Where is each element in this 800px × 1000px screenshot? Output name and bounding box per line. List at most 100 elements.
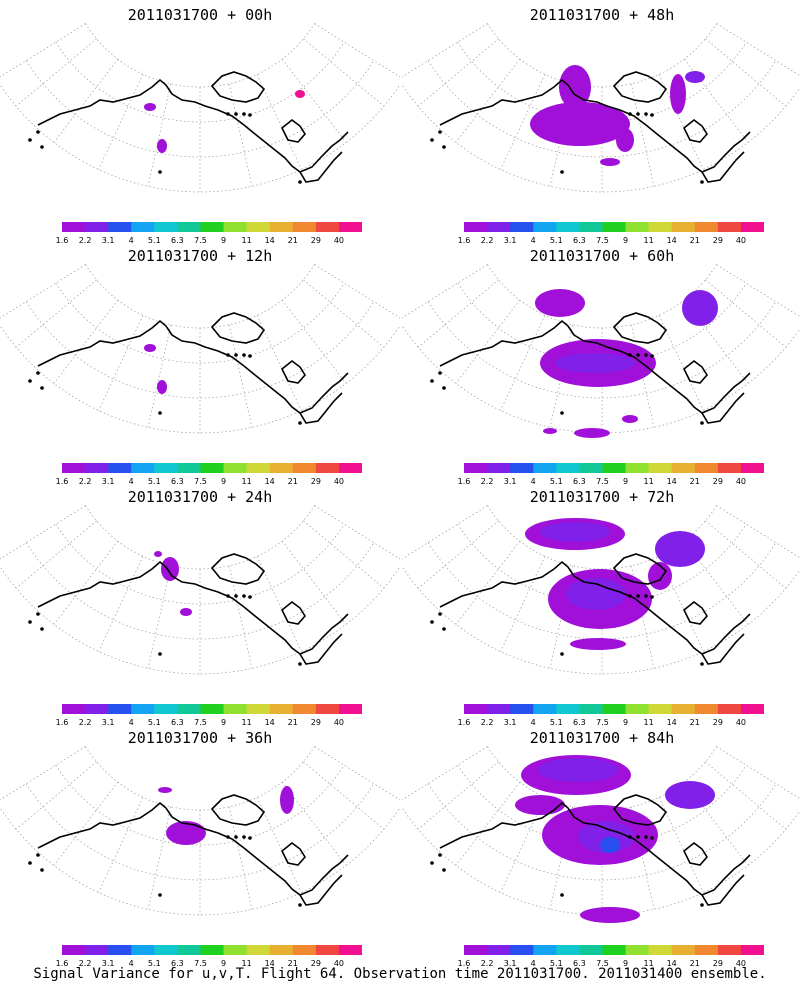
colorbar-swatch — [131, 704, 155, 714]
meridian-line — [705, 520, 787, 589]
colorbar-tick-label: 1.6 — [55, 959, 69, 968]
colorbar — [62, 463, 362, 473]
polar-map — [0, 505, 400, 675]
island — [560, 170, 564, 174]
meridian-line — [417, 38, 499, 107]
variance-contour — [574, 428, 610, 438]
colorbar-tick-label: 11 — [241, 477, 252, 486]
meridian-line — [98, 315, 144, 411]
colorbar-tick-label: 3.1 — [503, 959, 517, 968]
coastline — [299, 151, 343, 183]
island — [298, 662, 302, 666]
coastline — [210, 553, 266, 585]
colorbar-tick-label: 11 — [241, 718, 252, 727]
colorbar-swatch — [464, 463, 488, 473]
meridian-line — [53, 299, 119, 384]
colorbar-tick-label: 14 — [264, 718, 275, 727]
meridian-line — [705, 279, 787, 348]
island — [234, 835, 238, 839]
meridian-line — [15, 279, 97, 348]
forecast-panel: 2011031700 + 12h 1.6 2.2 3.1 4 5.1 6.3 7.5 9 11 14… — [0, 241, 400, 486]
colorbar-swatch — [177, 222, 201, 232]
island — [36, 130, 40, 134]
island — [430, 138, 434, 142]
meridian-line — [303, 38, 385, 107]
meridian-line — [256, 797, 302, 893]
colorbar-tick-label: 2.2 — [480, 236, 494, 245]
variance-contour — [670, 74, 686, 114]
meridian-line — [417, 279, 499, 348]
variance-contour — [180, 608, 192, 616]
map-edge — [402, 746, 488, 801]
variance-contour — [566, 578, 626, 610]
island — [226, 835, 230, 839]
colorbar-tick-label: 6.3 — [573, 718, 586, 727]
colorbar-tick-label: 29 — [310, 477, 321, 486]
coastline — [299, 874, 343, 906]
island — [248, 595, 252, 599]
variance-contour — [154, 551, 162, 557]
map-edge — [314, 746, 400, 801]
colorbar-tick-label: 9 — [220, 718, 227, 727]
colorbar-tick-label: 9 — [220, 959, 227, 968]
coastline — [612, 312, 668, 344]
colorbar-swatch — [292, 704, 317, 714]
map-edge — [402, 264, 488, 319]
colorbar-tick-label: 1.6 — [55, 236, 69, 245]
island — [700, 903, 704, 907]
island — [442, 145, 446, 149]
variance-contour — [535, 289, 585, 317]
latitude-circle — [402, 324, 800, 434]
colorbar-swatch — [510, 463, 534, 473]
latitude-circle — [85, 746, 315, 811]
colorbar-tick-label: 40 — [333, 236, 345, 245]
colorbar-tick-label: 4 — [530, 236, 536, 245]
meridian-line — [228, 324, 253, 428]
variance-contour — [543, 428, 557, 434]
colorbar-swatch — [200, 704, 225, 714]
variance-contour — [161, 557, 179, 581]
colorbar-swatch — [338, 704, 362, 714]
latitude-circle — [55, 41, 345, 123]
colorbar-tick-label: 4 — [128, 959, 134, 968]
colorbar-tick-label: 3.1 — [503, 718, 517, 727]
coastline — [280, 118, 306, 143]
panel-title: 2011031700 + 84h — [529, 729, 675, 747]
colorbar-tick-label: 4 — [128, 236, 134, 245]
coastline — [37, 560, 349, 655]
island — [560, 652, 564, 656]
panel-title: 2011031700 + 00h — [127, 6, 273, 24]
latitude-circle — [85, 264, 315, 329]
coastline — [439, 560, 751, 655]
island — [40, 386, 44, 390]
latitude-circle — [55, 282, 345, 364]
colorbar-swatch — [487, 463, 511, 473]
colorbar-tick-label: 5.1 — [549, 959, 563, 968]
meridian-line — [228, 565, 253, 669]
variance-contour — [685, 71, 705, 83]
island — [226, 353, 230, 357]
colorbar-tick-label: 6.3 — [573, 959, 586, 968]
map-edge — [0, 746, 86, 801]
colorbar-tick-label: 21 — [689, 477, 700, 486]
forecast-panel: 2011031700 + 72h 1.6 2.2 3.1 4 5.1 6.3 7.5 9 11 14… — [402, 482, 800, 727]
colorbar-tick-label: 29 — [712, 959, 723, 968]
coastline — [210, 71, 266, 103]
colorbar-tick-label: 2.2 — [480, 718, 494, 727]
colorbar-swatch — [338, 463, 362, 473]
colorbar-swatch — [556, 222, 580, 232]
figure-caption: Signal Variance for u,v,T. Flight 64. Ob… — [33, 966, 767, 982]
colorbar-tick-label: 9 — [220, 477, 227, 486]
coastline — [37, 78, 349, 173]
colorbar-tick-label: 14 — [264, 236, 275, 245]
island — [644, 112, 648, 116]
latitude-circle — [55, 523, 345, 605]
colorbar-tick-label: 3.1 — [101, 236, 115, 245]
polar-map — [402, 264, 800, 438]
island — [226, 594, 230, 598]
colorbar-tick-label: 29 — [712, 718, 723, 727]
colorbar-tick-label: 29 — [310, 959, 321, 968]
colorbar-tick-label: 4 — [530, 477, 536, 486]
colorbar-tick-label: 11 — [643, 236, 654, 245]
meridian-line — [228, 806, 253, 910]
